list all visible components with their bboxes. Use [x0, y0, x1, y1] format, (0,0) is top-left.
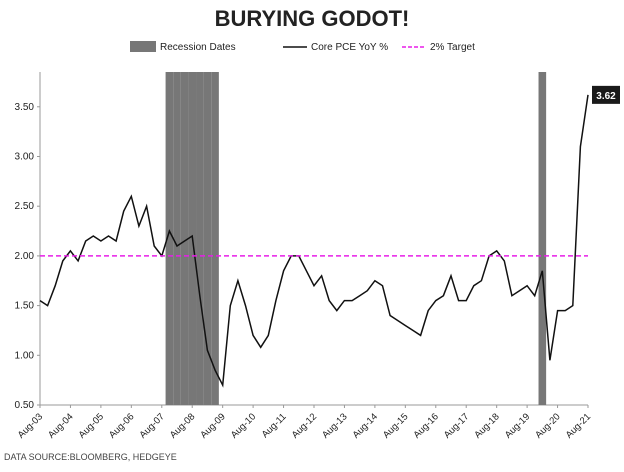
- y-tick-label: 1.00: [15, 350, 35, 361]
- legend-label: 2% Target: [430, 42, 475, 53]
- chart-title: BURYING GODOT!: [215, 6, 410, 31]
- x-tick-label: Aug-21: [564, 411, 593, 440]
- y-tick-label: 2.50: [15, 201, 35, 212]
- source-note: DATA SOURCE:BLOOMBERG, HEDGEYE: [4, 452, 177, 462]
- x-tick-label: Aug-20: [533, 411, 562, 440]
- x-tick-label: Aug-03: [16, 411, 45, 440]
- y-tick-label: 3.50: [15, 102, 35, 113]
- x-tick-label: Aug-14: [351, 411, 380, 440]
- recession-bar: [203, 72, 212, 405]
- recession-bar: [538, 72, 547, 405]
- x-tick-label: Aug-17: [442, 411, 471, 440]
- x-tick-label: Aug-13: [320, 411, 349, 440]
- data-line: [39, 94, 589, 388]
- recession-bar: [173, 72, 181, 405]
- y-tick-label: 3.00: [15, 151, 35, 162]
- x-tick-label: Aug-05: [77, 411, 106, 440]
- y-tick-label: 2.00: [15, 251, 35, 262]
- recession-bar: [211, 72, 219, 405]
- x-tick-label: Aug-15: [381, 411, 410, 440]
- x-tick-label: Aug-10: [229, 411, 258, 440]
- y-tick-label: 0.50: [15, 400, 35, 411]
- x-tick-label: Aug-11: [260, 411, 289, 440]
- y-tick-label: 1.50: [15, 301, 35, 312]
- end-label-box: [592, 85, 620, 104]
- x-tick-label: Aug-18: [472, 411, 501, 440]
- x-tick-label: Aug-04: [46, 411, 75, 440]
- x-tick-label: Aug-19: [503, 411, 532, 440]
- end-label: 3.62: [596, 91, 616, 102]
- recession-bar: [165, 72, 174, 405]
- recession-bar: [196, 72, 204, 405]
- x-tick-label: Aug-07: [137, 411, 166, 440]
- x-tick-label: Aug-09: [198, 411, 227, 440]
- x-tick-label: Aug-08: [168, 411, 197, 440]
- recession-bar: [180, 72, 189, 405]
- legend-label: Core PCE YoY %: [311, 42, 388, 53]
- legend-swatch: [130, 41, 156, 52]
- x-tick-label: Aug-06: [107, 411, 136, 440]
- legend-label: Recession Dates: [160, 42, 236, 53]
- x-tick-label: Aug-12: [290, 411, 319, 440]
- x-tick-label: Aug-16: [411, 411, 440, 440]
